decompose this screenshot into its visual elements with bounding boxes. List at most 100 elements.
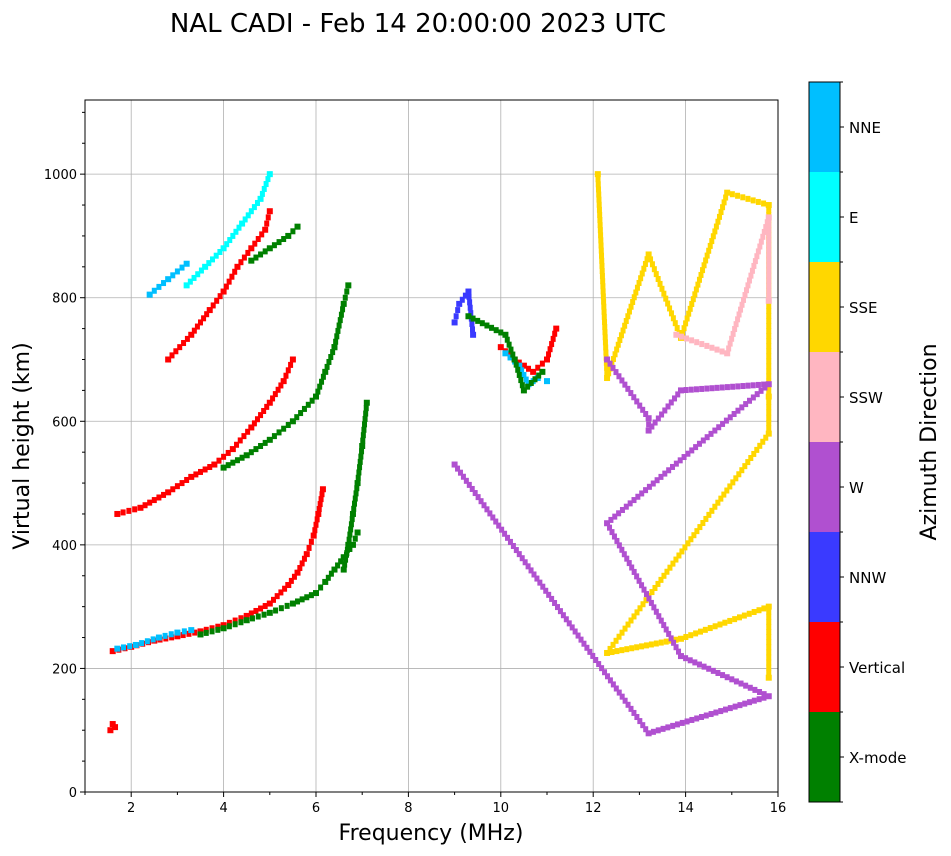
trace-segment: [698, 713, 704, 720]
data-point: [544, 378, 550, 385]
trace-segment: [251, 420, 257, 427]
colorbar-tick-label: NNW: [849, 569, 886, 587]
trace-segment: [766, 348, 772, 355]
trace-segment: [713, 223, 719, 230]
trace-segment: [603, 349, 609, 356]
trace-segment: [732, 616, 738, 623]
trace-segment: [344, 288, 350, 295]
trace-segment: [523, 376, 529, 383]
trace-segment: [766, 328, 772, 335]
trace-segment: [550, 335, 556, 342]
data-point: [604, 375, 611, 382]
trace-segment: [730, 330, 736, 337]
trace-segment: [596, 196, 602, 203]
trace-segment: [684, 718, 690, 725]
data-point: [188, 331, 195, 338]
trace-segment: [335, 562, 341, 569]
data-point: [765, 430, 772, 437]
trace-segment: [691, 532, 697, 539]
trace-segment: [346, 536, 352, 543]
trace-segment: [291, 573, 297, 580]
data-point: [197, 628, 204, 635]
trace-segment: [697, 628, 703, 635]
trace-segment: [727, 483, 733, 490]
data-point: [262, 226, 269, 233]
trace-segment: [363, 405, 369, 412]
colorbar-swatch: [809, 82, 840, 172]
trace-segment: [120, 509, 126, 516]
trace-segment: [661, 290, 667, 297]
data-point: [165, 356, 172, 363]
trace-segment: [671, 639, 677, 646]
trace-segment: [709, 385, 715, 392]
data-point: [765, 297, 772, 304]
trace-segment: [227, 237, 233, 244]
trace-segment: [132, 506, 138, 513]
trace-segment: [727, 414, 733, 421]
trace-segment: [305, 401, 311, 408]
trace-segment: [766, 235, 772, 242]
trace-segment: [751, 608, 757, 615]
trace-segment: [693, 286, 699, 293]
trace-segment: [636, 577, 642, 584]
trace-segment: [635, 493, 641, 500]
trace-segment: [249, 615, 255, 622]
trace-segment: [689, 300, 695, 307]
trace-segment: [751, 262, 757, 269]
trace-segment: [766, 230, 772, 237]
trace-segment: [510, 542, 516, 549]
trace-segment: [528, 379, 534, 386]
trace-segment: [654, 477, 660, 484]
trace-segment: [616, 373, 622, 380]
trace-segment: [204, 311, 210, 318]
data-point: [340, 566, 347, 573]
trace-segment: [619, 693, 625, 700]
trace-segment: [704, 342, 710, 349]
trace-segment: [602, 334, 608, 341]
trace-segment: [634, 573, 640, 580]
trace-segment: [707, 625, 713, 632]
trace-segment: [214, 297, 220, 304]
trace-segment: [599, 262, 605, 269]
trace-segment: [615, 341, 621, 348]
trace-segment: [210, 256, 216, 263]
trace-segment: [487, 510, 493, 517]
data-point: [673, 331, 680, 338]
trace-segment: [673, 636, 679, 643]
data-point: [188, 627, 195, 634]
trace-segment: [618, 332, 624, 339]
trace-segment: [625, 701, 631, 708]
trace-segment: [678, 333, 684, 340]
colorbar-swatch: [809, 532, 840, 622]
trace-segment: [484, 506, 490, 513]
trace-segment: [739, 404, 745, 411]
trace-segment: [215, 626, 221, 633]
trace-segment: [743, 287, 749, 294]
data-point: [285, 582, 292, 589]
trace-segment: [338, 558, 344, 565]
trace-segment: [766, 608, 772, 615]
trace-segment: [150, 636, 156, 643]
trace-segment: [319, 491, 325, 498]
trace-segment: [688, 536, 694, 543]
colorbar-tick-label: E: [849, 209, 858, 227]
trace-segment: [295, 598, 301, 605]
trace-segment: [693, 386, 699, 393]
trace-segment: [259, 190, 265, 197]
x-tick-label: 2: [127, 801, 135, 816]
colorbar-tick-label: SSE: [849, 299, 878, 317]
trace-segment: [659, 285, 665, 292]
trace-segment: [272, 391, 278, 398]
trace-segment: [621, 551, 627, 558]
trace-segment: [466, 293, 472, 300]
trace-segment: [601, 303, 607, 310]
trace-segment: [721, 491, 727, 498]
trace-segment: [518, 377, 524, 384]
trace-segment: [226, 278, 232, 285]
trace-segment: [622, 381, 628, 388]
trace-segment: [666, 467, 672, 474]
trace-segment: [648, 256, 654, 263]
trace-segment: [766, 287, 772, 294]
trace-segment: [653, 640, 659, 647]
trace-segment: [703, 257, 709, 264]
